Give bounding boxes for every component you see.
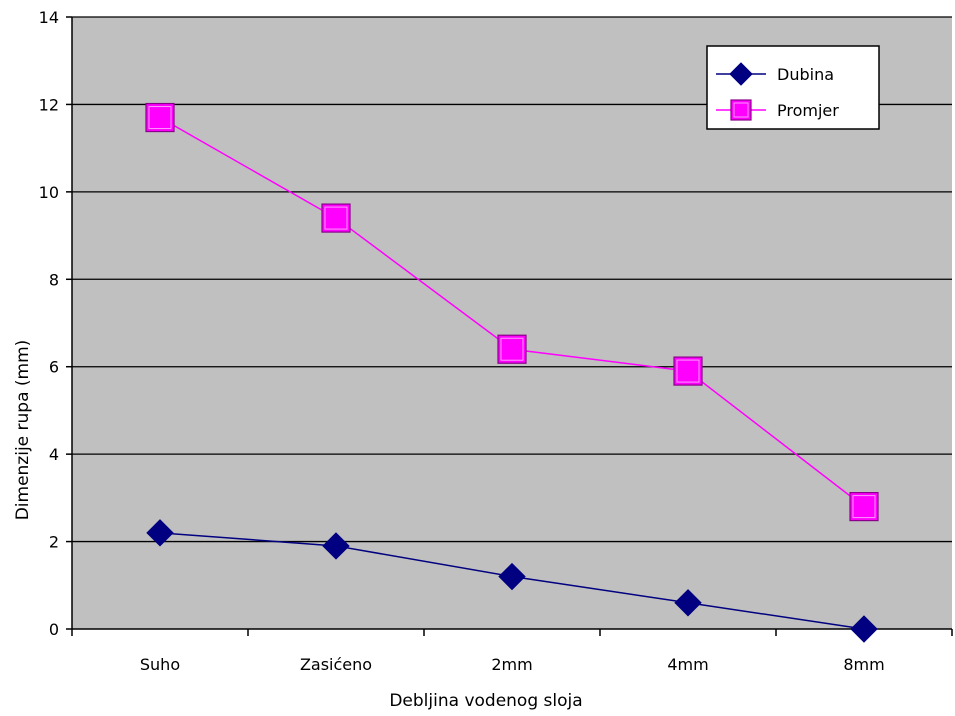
data-point-diamond <box>322 532 350 560</box>
data-point-square <box>497 334 527 364</box>
data-point-square-inner <box>676 359 700 383</box>
data-point-square <box>321 203 351 233</box>
legend-marker-inner <box>733 102 749 118</box>
data-point-square <box>145 102 175 133</box>
legend-label: Dubina <box>777 65 834 84</box>
x-tick-label: 4mm <box>667 655 708 674</box>
data-point-diamond <box>146 519 174 547</box>
y-tick-label: 8 <box>49 270 59 289</box>
y-tick-label: 0 <box>49 620 59 639</box>
data-point-square-inner <box>500 337 524 361</box>
series-layer <box>145 102 879 643</box>
data-point-square-inner <box>148 106 172 130</box>
x-tick-label: Suho <box>140 655 180 674</box>
x-axis-title: Debljina vodenog sloja <box>389 691 582 711</box>
y-tick-label: 14 <box>39 8 59 27</box>
axes <box>66 16 953 636</box>
y-tick-label: 12 <box>39 95 59 114</box>
legend-entry: Dubina <box>716 62 834 86</box>
data-point-square <box>849 492 879 522</box>
data-point-diamond <box>674 589 702 617</box>
data-point-diamond <box>498 562 526 591</box>
data-point-diamond <box>850 615 878 643</box>
x-tick-label: 2mm <box>491 655 532 674</box>
data-point-square-inner <box>852 495 876 519</box>
x-tick-label: Zasićeno <box>300 655 372 674</box>
data-point-square-inner <box>324 206 348 230</box>
series-dubina <box>146 519 878 643</box>
legend-marker <box>730 99 752 121</box>
y-tick-label: 6 <box>49 358 59 377</box>
legend-label: Promjer <box>777 101 839 120</box>
series-promjer <box>145 102 879 522</box>
y-tick-label: 10 <box>39 183 59 202</box>
legend-entry: Promjer <box>716 99 839 121</box>
y-axis-title: Dimenzije rupa (mm) <box>13 340 33 521</box>
legend: Dubina Promjer <box>706 45 880 130</box>
y-tick-label: 2 <box>49 533 59 552</box>
y-tick-label: 4 <box>49 445 59 464</box>
legend-marker <box>729 62 753 86</box>
x-tick-labels: Suho Zasićeno 2mm 4mm 8mm <box>140 655 885 674</box>
data-point-square <box>673 356 703 386</box>
x-tick-label: 8mm <box>843 655 884 674</box>
y-tick-labels: 0 2 4 6 8 10 12 14 <box>39 8 59 639</box>
